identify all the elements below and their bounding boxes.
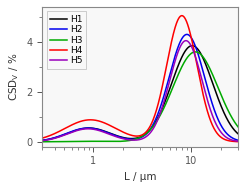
H2 bbox=[38, 140, 41, 142]
H1 bbox=[191, 45, 194, 47]
H3 bbox=[196, 51, 199, 54]
H2 bbox=[136, 138, 139, 140]
H4 bbox=[38, 138, 41, 140]
Y-axis label: $\mathrm{CSD_V}$ / %: $\mathrm{CSD_V}$ / % bbox=[7, 53, 21, 101]
H2 bbox=[233, 138, 236, 140]
H4 bbox=[233, 140, 236, 143]
H1 bbox=[233, 130, 236, 132]
H5 bbox=[233, 140, 236, 142]
H2 bbox=[131, 138, 134, 140]
H3 bbox=[38, 141, 41, 143]
H3 bbox=[136, 137, 139, 140]
Line: H4: H4 bbox=[39, 16, 241, 142]
H4 bbox=[48, 135, 51, 137]
Line: H2: H2 bbox=[39, 34, 241, 141]
H3 bbox=[194, 51, 197, 53]
H5 bbox=[48, 138, 51, 141]
H4 bbox=[196, 69, 199, 72]
H3 bbox=[131, 139, 134, 141]
H1 bbox=[131, 137, 134, 140]
H3 bbox=[233, 122, 236, 124]
H1 bbox=[38, 140, 41, 142]
H1 bbox=[136, 137, 139, 139]
H2 bbox=[48, 138, 51, 140]
Line: H1: H1 bbox=[39, 46, 241, 141]
H5 bbox=[38, 140, 41, 142]
H5 bbox=[136, 139, 139, 141]
H2 bbox=[196, 53, 199, 55]
H1 bbox=[48, 138, 51, 140]
H2 bbox=[239, 140, 242, 142]
H1 bbox=[233, 130, 236, 132]
H5 bbox=[233, 140, 236, 142]
H1 bbox=[196, 48, 199, 51]
H5 bbox=[184, 40, 187, 42]
H3 bbox=[233, 122, 236, 124]
H3 bbox=[48, 141, 51, 143]
H4 bbox=[136, 135, 139, 137]
Line: H5: H5 bbox=[39, 41, 241, 142]
H2 bbox=[185, 33, 188, 36]
H5 bbox=[239, 140, 242, 143]
H5 bbox=[196, 64, 199, 67]
H5 bbox=[131, 139, 134, 141]
H2 bbox=[233, 138, 236, 140]
H4 bbox=[180, 15, 183, 17]
H1 bbox=[239, 135, 242, 137]
Line: H3: H3 bbox=[39, 52, 241, 142]
X-axis label: L / μm: L / μm bbox=[124, 172, 156, 182]
Legend: H1, H2, H3, H4, H5: H1, H2, H3, H4, H5 bbox=[47, 12, 86, 69]
H4 bbox=[239, 141, 242, 143]
H4 bbox=[131, 134, 134, 137]
H4 bbox=[233, 140, 236, 143]
H3 bbox=[239, 129, 242, 131]
